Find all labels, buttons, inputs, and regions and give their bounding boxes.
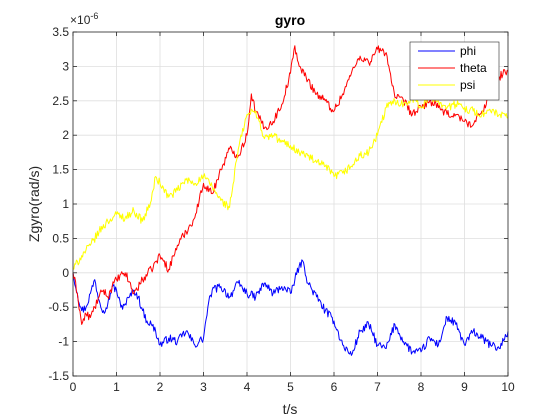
y-tick-labels: -1.5 -1 -0.5 0 0.5 1 1.5 2 2.5 3 3.5 bbox=[48, 25, 69, 383]
y-tick-label: 1 bbox=[62, 197, 69, 211]
x-tick-label: 2 bbox=[157, 380, 164, 394]
x-tick-label: 0 bbox=[70, 380, 77, 394]
x-tick-label: 5 bbox=[287, 380, 294, 394]
y-tick-label: -1 bbox=[58, 335, 69, 349]
legend-items: phi theta psi bbox=[418, 44, 487, 92]
x-tick-label: 10 bbox=[501, 380, 515, 394]
y-tick-label: 3.5 bbox=[52, 25, 69, 39]
x-tick-labels: 0 1 2 3 4 5 6 7 8 9 10 bbox=[70, 380, 515, 394]
series-line-phi bbox=[72, 259, 509, 356]
y-exponent-label: ×10-6 bbox=[70, 11, 98, 27]
y-tick-label: 0 bbox=[62, 266, 69, 280]
legend-label-psi: psi bbox=[460, 78, 475, 92]
legend-label-theta: theta bbox=[460, 61, 487, 75]
x-tick-label: 8 bbox=[418, 380, 425, 394]
svg-text:×10-6: ×10-6 bbox=[70, 11, 98, 27]
x-tick-label: 1 bbox=[113, 380, 120, 394]
y-tick-label: 1.5 bbox=[52, 163, 69, 177]
y-tick-label: 2.5 bbox=[52, 94, 69, 108]
legend-box bbox=[409, 41, 500, 101]
y-exponent-prefix: × bbox=[70, 13, 77, 27]
y-axis-title: Zgyro(rad/s) bbox=[26, 166, 42, 242]
legend-label-phi: phi bbox=[460, 44, 476, 58]
x-tick-label: 6 bbox=[331, 380, 338, 394]
x-tick-label: 4 bbox=[244, 380, 251, 394]
y-tick-label: 2 bbox=[62, 128, 69, 142]
y-tick-label: 3 bbox=[62, 59, 69, 73]
y-tick-label: -1.5 bbox=[48, 369, 69, 383]
chart-title: gyro bbox=[275, 12, 305, 28]
tick-marks bbox=[72, 31, 509, 377]
series-line-theta bbox=[72, 45, 509, 325]
y-tick-label: -0.5 bbox=[48, 300, 69, 314]
x-tick-label: 9 bbox=[461, 380, 468, 394]
legend[interactable]: phi theta psi bbox=[409, 41, 500, 101]
x-axis-title: t/s bbox=[283, 401, 298, 417]
y-exponent-power: -6 bbox=[90, 11, 98, 21]
x-tick-label: 3 bbox=[200, 380, 207, 394]
y-tick-label: 0.5 bbox=[52, 231, 69, 245]
x-tick-label: 7 bbox=[374, 380, 381, 394]
y-exponent-base: 10 bbox=[77, 13, 91, 27]
